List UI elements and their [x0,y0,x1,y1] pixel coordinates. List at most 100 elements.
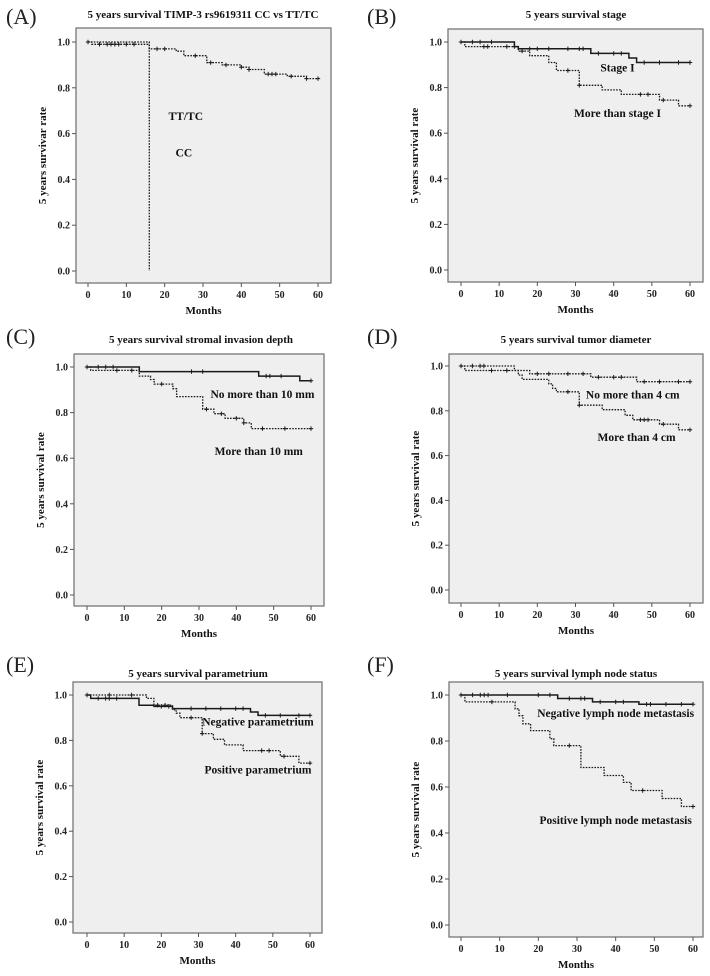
x-tick-label: 0 [459,610,464,621]
x-tick-label: 20 [532,610,542,621]
panel-label: (D) [367,324,398,349]
censor-mark [505,692,510,698]
x-tick-label: 30 [571,289,581,300]
censor-mark [188,715,194,720]
censor-mark [644,702,649,707]
censor-mark [642,60,647,65]
y-tick-label: 0.0 [430,266,443,277]
censor-mark [645,417,651,422]
censor-mark [577,46,582,51]
censor-mark [690,702,696,707]
censor-mark [240,706,246,711]
panel-f: (F) 5 years survival lymph node status 0.0… [367,652,704,971]
censor-mark [621,699,626,705]
censor-mark [470,692,475,698]
censor-mark [218,706,223,711]
plot-area [72,681,323,934]
curve-annotation: No more than 10 mm [211,389,315,401]
panel-c: (C) 5 years survival stromal invasion dep… [6,324,325,640]
censor-mark [611,375,616,380]
x-tick-label: 10 [119,613,129,624]
censor-mark [114,368,120,373]
censor-mark [661,422,666,427]
censor-mark [470,39,475,45]
censor-mark [129,368,134,373]
censor-mark [679,702,684,707]
censor-mark [546,46,551,51]
chart-title: 5 years survival parametrium [128,668,268,680]
survival-curve-2 [461,365,690,431]
censor-mark [97,42,102,47]
curve-annotation: Positive lymph node metastasis [539,815,692,827]
censor-mark [124,42,129,47]
censor-mark [565,389,571,394]
censor-mark [260,426,265,431]
panel-label: (B) [367,4,396,29]
x-tick-label: 20 [157,613,167,624]
y-tick-label: 0.8 [431,737,444,748]
censor-mark [535,46,540,51]
censor-mark [208,60,213,65]
censor-mark [193,53,198,58]
censor-mark [155,703,160,708]
censor-mark [596,375,601,380]
censor-mark [296,713,302,718]
censor-mark [162,46,167,52]
censor-mark [640,788,645,793]
panel-e: (E) 5 years survival parametrium 0.0 0.2 0.4… [6,652,323,967]
censor-mark [96,364,101,370]
censor-mark [107,692,112,698]
censor-mark [96,696,101,701]
y-tick-label: 0.0 [431,921,444,932]
censor-mark [567,743,572,748]
y-tick-label: 0.8 [430,83,443,94]
censor-mark [131,42,137,47]
chart-title: 5 years survival tumor diameter [501,334,652,346]
censor-mark [263,713,268,718]
y-tick-label: 0.8 [55,736,68,747]
x-tick-label: 10 [494,289,504,300]
y-tick-label: 0.2 [56,545,69,556]
y-tick-label: 0.4 [431,496,444,507]
censor-mark [504,368,509,373]
x-axis-label: Months [558,959,595,971]
chart-title: 5 years survival lymph node status [495,668,658,680]
censor-mark [657,60,662,65]
x-tick-label: 40 [231,613,241,624]
censor-mark [166,704,171,709]
y-axis-label: 5 years survival rate [35,432,47,528]
censor-mark [289,74,294,79]
x-tick-label: 20 [156,940,166,951]
y-tick-label: 0.6 [430,129,443,140]
y-tick-label: 0.0 [431,586,444,597]
curve-annotation: Negative lymph node metastasis [537,708,694,720]
censor-mark [308,426,314,431]
panel-label: (F) [367,652,394,677]
chart-title: 5 years survival stage [526,9,627,21]
curve-annotation: More than stage I [574,108,662,120]
x-tick-label: 50 [649,944,659,955]
x-axis-label: Months [557,304,594,316]
plot-area [73,353,325,607]
y-tick-label: 0.6 [431,451,444,462]
y-tick-label: 0.8 [56,408,69,419]
x-tick-label: 40 [609,610,619,621]
panel-b: (B) 5 years survival stage 0.0 0.2 0.4 0.6 0.8… [367,4,704,316]
x-tick-label: 20 [532,289,542,300]
y-tick-label: 1.0 [58,38,71,49]
y-tick-label: 1.0 [431,362,444,373]
x-axis-label: Months [558,625,595,637]
censor-mark [307,713,313,718]
x-axis-label: Months [185,305,222,317]
censor-mark [482,692,487,698]
y-tick-label: 0.2 [431,541,444,552]
survival-curve-1 [461,365,690,383]
censor-mark [567,696,572,701]
panel-a: (A) 5 years survival TIMP-3 rs9619311 CC … [6,4,332,317]
y-tick-label: 0.0 [55,918,68,929]
censor-mark [661,97,666,103]
censor-mark [676,379,681,384]
censor-mark [489,39,494,45]
x-tick-label: 60 [306,613,316,624]
